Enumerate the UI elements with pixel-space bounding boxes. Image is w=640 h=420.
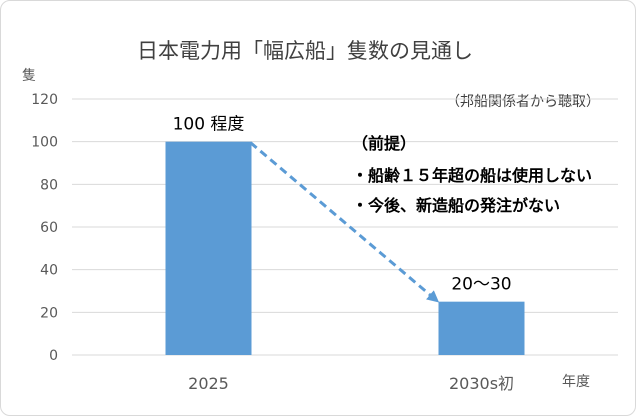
y-tick-label-40: 40 bbox=[40, 263, 58, 279]
y-axis-label: 隻 bbox=[22, 68, 36, 84]
category-label-2: 2030s初 bbox=[449, 374, 514, 393]
data-labels: 100 程度 20〜30 bbox=[173, 115, 512, 295]
bar-2 bbox=[438, 301, 525, 355]
assumption-heading: （前提） bbox=[352, 134, 416, 153]
data-label-2: 20〜30 bbox=[451, 275, 511, 295]
y-tick-label-120: 120 bbox=[31, 92, 58, 108]
trend-arrow bbox=[249, 141, 440, 303]
data-label-1: 100 程度 bbox=[173, 115, 245, 135]
assumption-line-1: ・船齢１５年超の船は使用しない bbox=[352, 166, 592, 185]
y-tick-label-60: 60 bbox=[40, 220, 58, 236]
bar-1 bbox=[165, 141, 252, 355]
y-tick-label-80: 80 bbox=[40, 177, 58, 193]
y-tick-labels: 0 20 40 60 80 100 120 bbox=[31, 92, 58, 364]
gridlines bbox=[72, 98, 618, 356]
y-tick-label-0: 0 bbox=[49, 348, 58, 364]
category-labels: 2025 2030s初 bbox=[188, 374, 514, 393]
source-note: （邦船関係者から聴取） bbox=[446, 94, 600, 110]
y-tick-label-20: 20 bbox=[40, 305, 58, 321]
chart-title: 日本電力用「幅広船」隻数の見通し bbox=[137, 39, 473, 63]
category-label-1: 2025 bbox=[188, 374, 229, 393]
x-axis-label: 年度 bbox=[562, 374, 590, 390]
y-tick-label-100: 100 bbox=[31, 135, 58, 151]
bars bbox=[165, 141, 525, 355]
assumption-line-2: ・今後、新造船の発注がない bbox=[352, 196, 560, 215]
